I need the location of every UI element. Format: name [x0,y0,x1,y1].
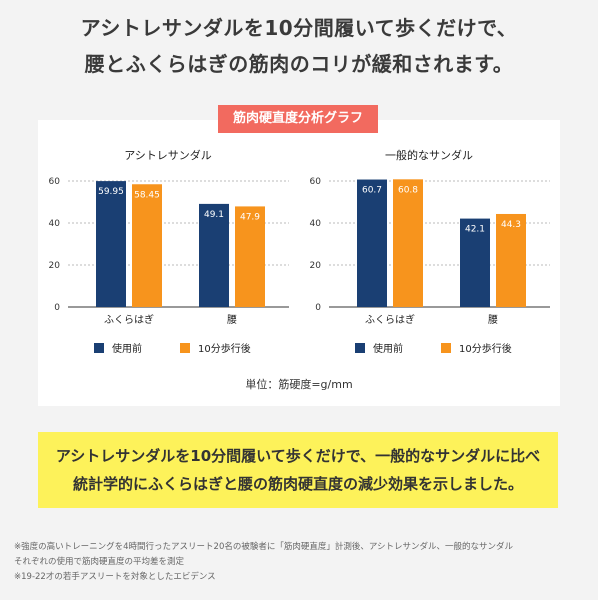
chart-ordinary-sandal: 一般的なサンダル 0 20 40 60 60.7 60.8 ふくらはぎ 42.1 44.3 腰使用前… [310,148,550,355]
y-tick-label: 40 [310,219,322,229]
bar [496,213,526,307]
summary-box: アシトレサンダルを10分間履いて歩くだけで、一般的なサンダルに比べ 統計学的にふ… [38,432,558,508]
chart-title: アシトレサンダル [124,148,212,162]
x-category-label: ふくらはぎ [365,313,415,326]
data-label: 59.95 [98,187,124,197]
data-label: 44.3 [501,220,521,230]
footnote-2: それぞれの使用で筋肉硬直度の平均差を測定 [14,557,185,567]
headline-line-2: 腰とふくらはぎの筋肉のコリが緩和されます。 [84,52,514,76]
y-tick-label: 60 [49,177,61,187]
data-label: 42.1 [465,225,485,235]
summary-line-1: アシトレサンダルを10分間履いて歩くだけで、一般的なサンダルに比べ [55,447,541,465]
unit-label: 単位：筋硬度=g/mm [245,378,353,391]
footnote-1: ※強度の高いトレーニングを4時間行ったアスリート20名の被験者に「筋肉硬直度」計… [14,542,514,552]
legend-swatch [94,343,104,353]
bar [460,218,490,307]
legend-label: 10分歩行後 [198,342,251,355]
headline: アシトレサンダルを10分間履いて歩くだけで、 腰とふくらはぎの筋肉のコリが緩和さ… [0,10,598,82]
data-label: 60.7 [362,186,382,196]
bar [199,203,229,307]
summary-line-2: 統計学的にふくらはぎと腰の筋肉硬直度の減少効果を示しました。 [72,475,523,493]
y-tick-label: 40 [49,219,61,229]
data-label: 47.9 [240,212,260,222]
x-category-label: ふくらはぎ [104,313,154,326]
bar [132,184,162,307]
legend-label: 10分歩行後 [459,342,512,355]
y-tick-label: 20 [49,261,61,271]
y-tick-label: 0 [54,303,60,313]
data-label: 58.45 [134,190,160,200]
bar [96,181,126,307]
bar [235,206,265,307]
x-category-label: 腰 [488,314,498,326]
chart-title: 一般的なサンダル [385,148,473,162]
y-tick-label: 20 [310,261,322,271]
graph-tag: 筋肉硬直度分析グラフ [218,105,378,133]
legend-swatch [180,343,190,353]
headline-line-1: アシトレサンダルを10分間履いて歩くだけで、 [80,16,518,40]
chart-ashitore-sandal: アシトレサンダル 0 20 40 60 59.95 58.45 ふくらはぎ 49.1 47.9 腰使… [49,148,289,355]
bar [393,179,423,307]
y-tick-label: 60 [310,177,322,187]
data-label: 60.8 [398,185,418,195]
legend-label: 使用前 [112,342,142,355]
legend-label: 使用前 [373,342,403,355]
footnotes: ※強度の高いトレーニングを4時間行ったアスリート20名の被験者に「筋肉硬直度」計… [14,540,513,585]
footnote-3: ※19-22才の若手アスリートを対象としたエビデンス [14,572,216,582]
y-tick-label: 0 [315,303,321,313]
data-label: 49.1 [204,210,224,220]
legend-swatch [441,343,451,353]
legend-swatch [355,343,365,353]
bar [357,179,387,307]
x-category-label: 腰 [227,314,237,326]
